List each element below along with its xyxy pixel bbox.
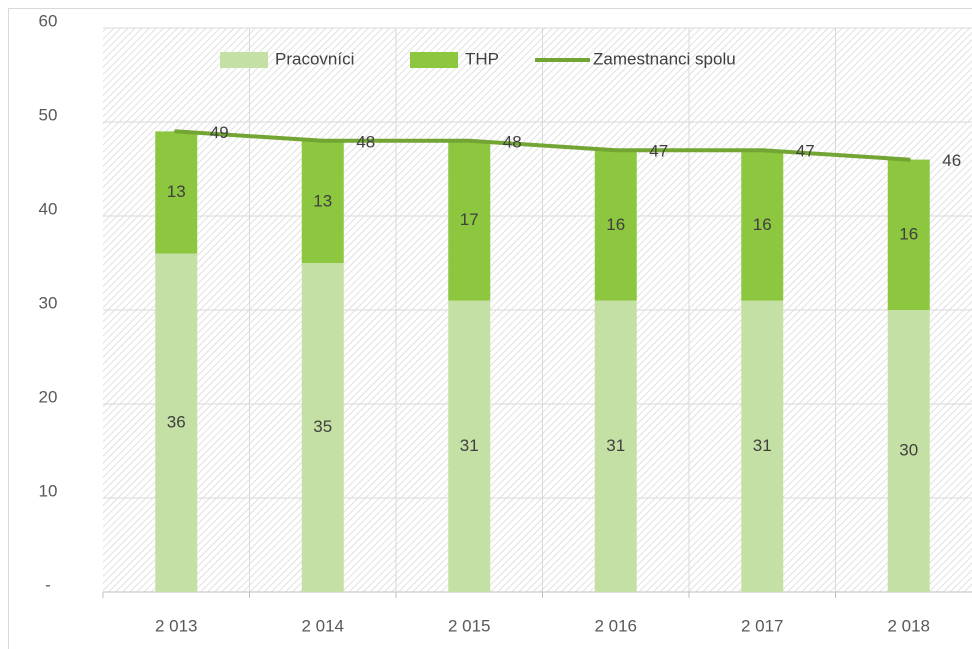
- x-tick-label: 2 016: [594, 616, 637, 635]
- y-tick-label: 40: [39, 199, 58, 218]
- x-tick-label: 2 014: [301, 616, 344, 635]
- data-label: 13: [167, 182, 186, 201]
- data-label: 16: [606, 215, 625, 234]
- x-tick-label: 2 013: [155, 616, 198, 635]
- bar-segment: [301, 263, 344, 592]
- x-tick-label: 2 018: [887, 616, 930, 635]
- bar-segment: [155, 131, 198, 254]
- legend-label: Pracovníci: [275, 49, 354, 68]
- y-tick-label: 10: [39, 481, 58, 500]
- x-tick-label: 2 017: [741, 616, 784, 635]
- legend-label: THP: [465, 49, 499, 68]
- legend-swatch: [410, 52, 458, 68]
- bar-segment: [155, 253, 198, 592]
- data-label: 30: [899, 440, 918, 459]
- bar-segment: [448, 140, 491, 301]
- line-label: 47: [649, 142, 668, 161]
- data-label: 36: [167, 412, 186, 431]
- data-label: 31: [753, 436, 772, 455]
- data-label: 16: [753, 215, 772, 234]
- bar-segment: [594, 300, 637, 592]
- y-tick-label: 20: [39, 387, 58, 406]
- line-label: 48: [503, 132, 522, 151]
- bar-segment: [741, 300, 784, 592]
- bar-segment: [741, 150, 784, 301]
- total-line: [174, 129, 911, 162]
- y-tick-label: -: [45, 575, 51, 594]
- data-label: 16: [899, 224, 918, 243]
- y-tick-label: 30: [39, 293, 58, 312]
- line-label: 48: [356, 132, 375, 151]
- bar-segment: [301, 140, 344, 263]
- data-label: 35: [313, 417, 332, 436]
- y-tick-label: 60: [39, 11, 58, 30]
- data-label: 31: [606, 436, 625, 455]
- data-label: 13: [313, 191, 332, 210]
- bar-segment: [887, 310, 930, 592]
- bar-segment: [448, 300, 491, 592]
- line-label: 46: [942, 151, 961, 170]
- data-label: 31: [460, 436, 479, 455]
- y-tick-label: 50: [39, 105, 58, 124]
- data-label: 17: [460, 210, 479, 229]
- x-tick-label: 2 015: [448, 616, 491, 635]
- legend-label: Zamestnanci spolu: [593, 49, 736, 68]
- line-label: 49: [210, 123, 229, 142]
- bar-segment: [887, 159, 930, 310]
- bar-segment: [594, 150, 637, 301]
- legend-swatch: [220, 52, 268, 68]
- line-label: 47: [796, 142, 815, 161]
